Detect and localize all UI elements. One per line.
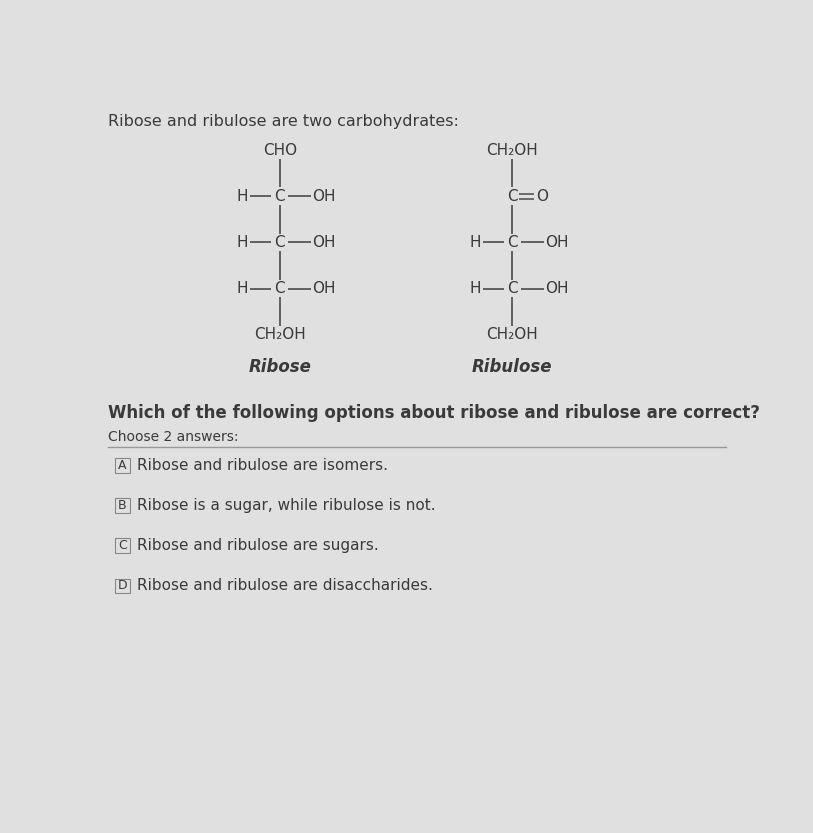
Text: OH: OH bbox=[312, 235, 336, 250]
Text: H: H bbox=[237, 235, 249, 250]
Text: Ribose: Ribose bbox=[249, 358, 311, 377]
Text: OH: OH bbox=[545, 235, 568, 250]
Text: OH: OH bbox=[312, 189, 336, 204]
Text: C: C bbox=[118, 539, 127, 552]
Text: H: H bbox=[469, 235, 481, 250]
Text: OH: OH bbox=[545, 281, 568, 296]
Text: C: C bbox=[275, 281, 285, 296]
Text: C: C bbox=[507, 281, 518, 296]
FancyBboxPatch shape bbox=[115, 498, 130, 513]
Text: D: D bbox=[118, 579, 128, 592]
Text: OH: OH bbox=[312, 281, 336, 296]
Text: B: B bbox=[118, 499, 127, 512]
Text: H: H bbox=[237, 189, 249, 204]
Text: H: H bbox=[469, 281, 481, 296]
FancyBboxPatch shape bbox=[115, 578, 130, 593]
Text: CHO: CHO bbox=[263, 142, 297, 157]
Text: Ribulose: Ribulose bbox=[472, 358, 553, 377]
FancyBboxPatch shape bbox=[115, 538, 130, 553]
Text: C: C bbox=[275, 189, 285, 204]
FancyBboxPatch shape bbox=[115, 458, 130, 473]
Text: CH₂OH: CH₂OH bbox=[254, 327, 306, 342]
Text: CH₂OH: CH₂OH bbox=[486, 327, 538, 342]
Text: C: C bbox=[507, 189, 518, 204]
Text: H: H bbox=[237, 281, 249, 296]
Text: Ribose is a sugar, while ribulose is not.: Ribose is a sugar, while ribulose is not… bbox=[137, 498, 436, 513]
Text: C: C bbox=[275, 235, 285, 250]
Text: Ribose and ribulose are sugars.: Ribose and ribulose are sugars. bbox=[137, 538, 379, 553]
Text: Ribose and ribulose are isomers.: Ribose and ribulose are isomers. bbox=[137, 458, 389, 473]
Text: Choose 2 answers:: Choose 2 answers: bbox=[108, 431, 238, 444]
Text: Ribose and ribulose are two carbohydrates:: Ribose and ribulose are two carbohydrate… bbox=[108, 114, 459, 129]
Text: O: O bbox=[536, 189, 548, 204]
Text: CH₂OH: CH₂OH bbox=[486, 142, 538, 157]
Text: Which of the following options about ribose and ribulose are correct?: Which of the following options about rib… bbox=[108, 404, 760, 422]
Text: C: C bbox=[507, 235, 518, 250]
Text: A: A bbox=[119, 459, 127, 472]
Text: Ribose and ribulose are disaccharides.: Ribose and ribulose are disaccharides. bbox=[137, 578, 433, 593]
